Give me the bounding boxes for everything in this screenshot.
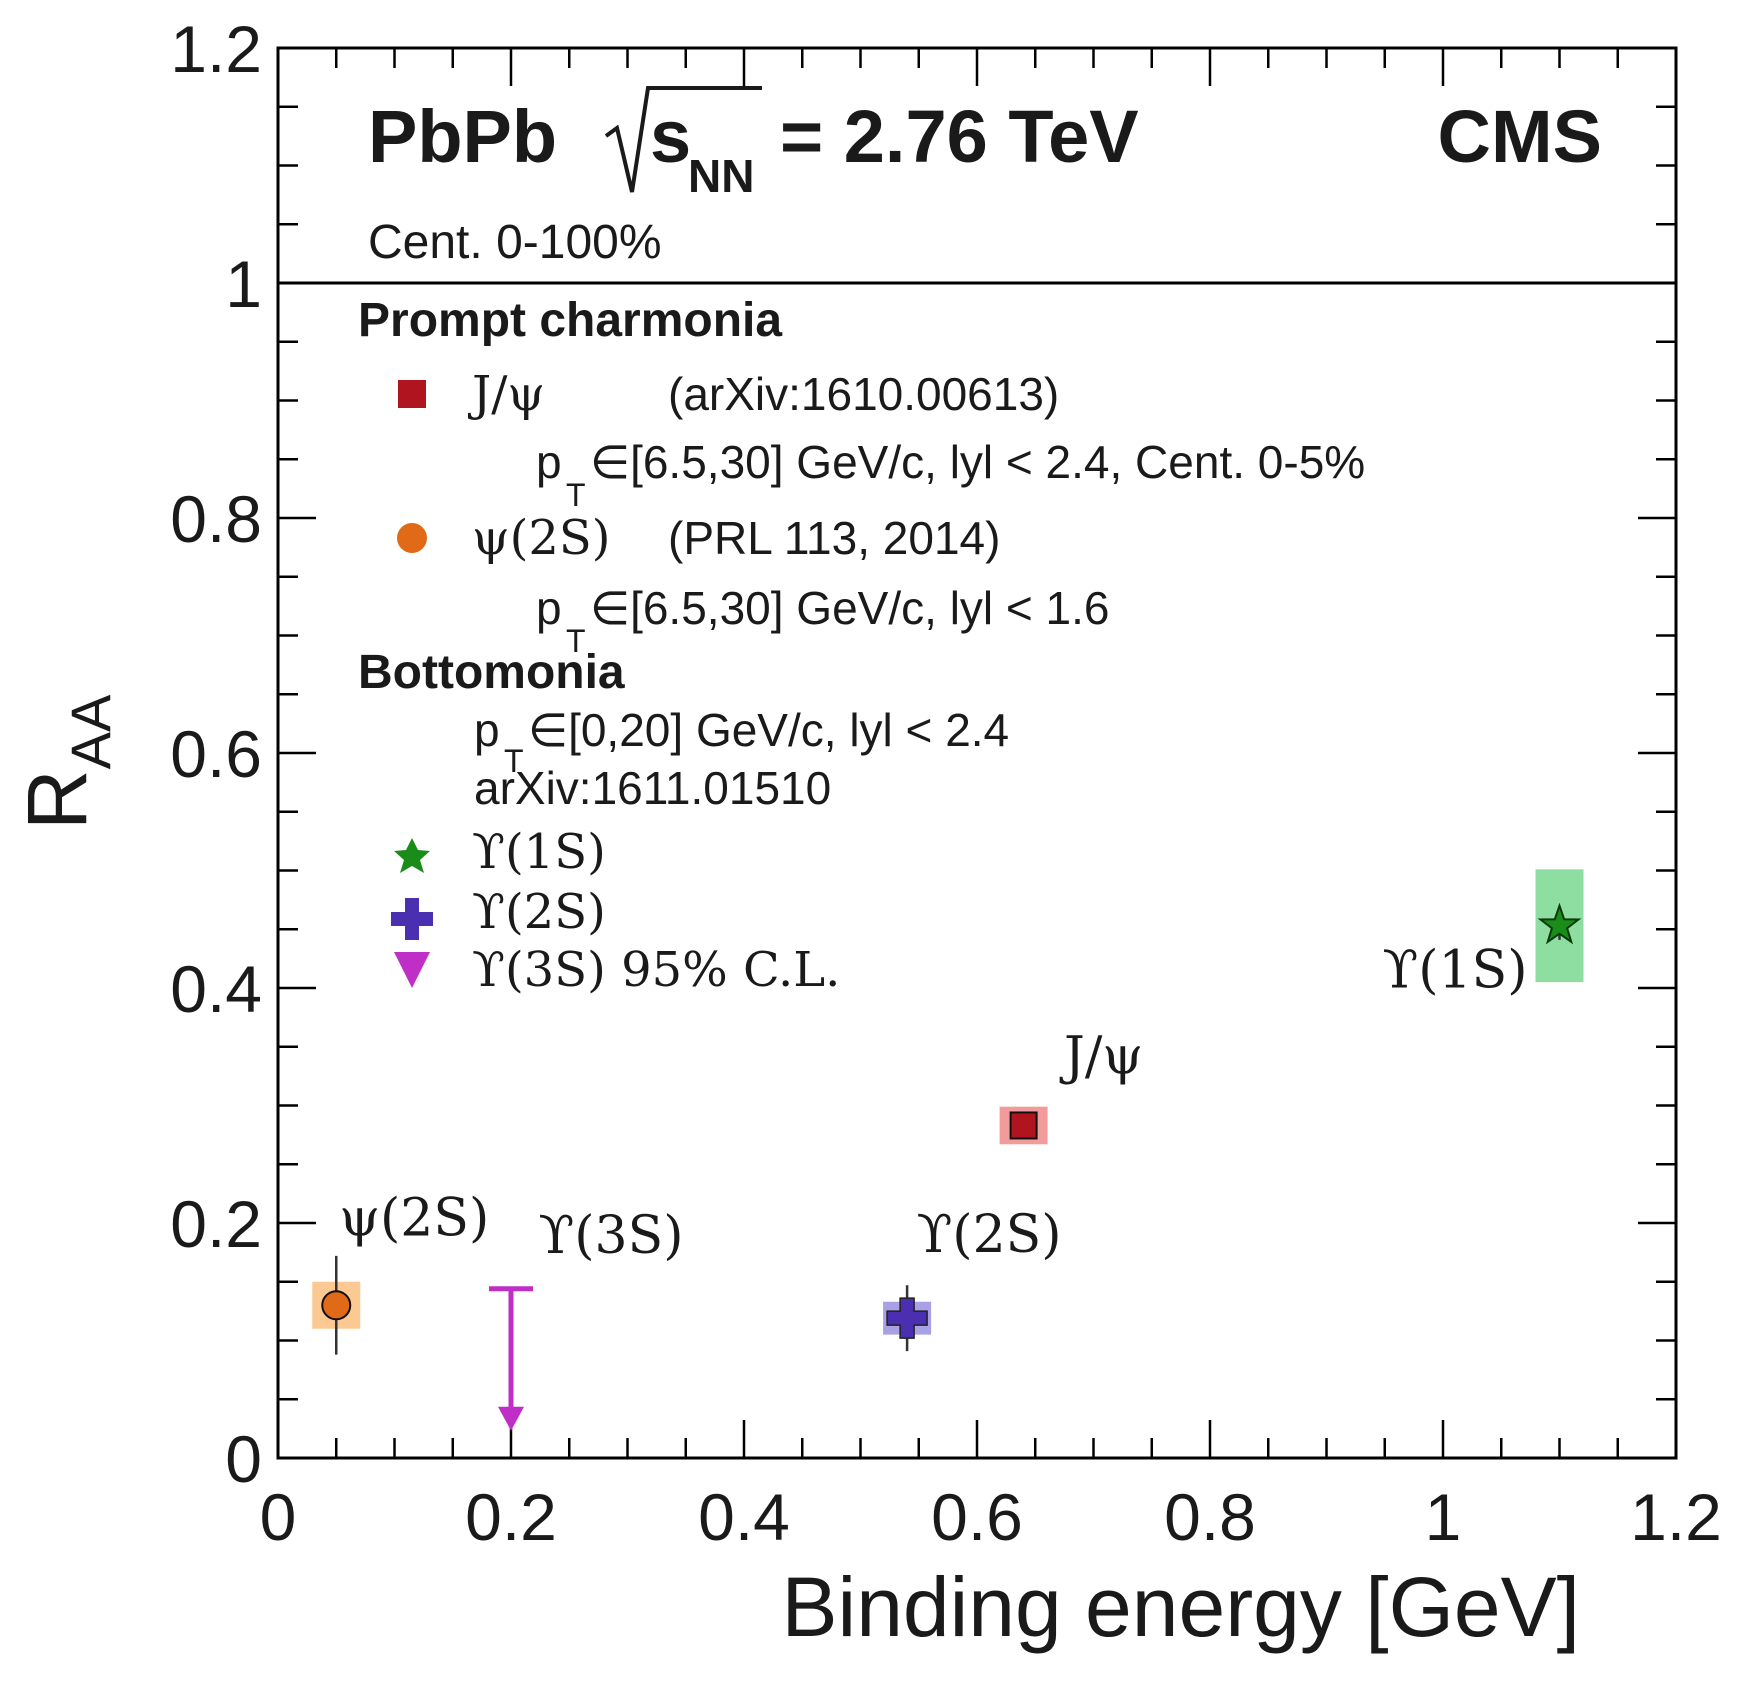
marker-square: [1009, 1111, 1038, 1140]
y-tick-label: 0: [225, 1422, 262, 1496]
x-tick-label: 0.4: [698, 1480, 790, 1554]
legend-ups3s-marker: [394, 952, 430, 988]
x-tick-labels: 0 0.2 0.4 0.6 0.8 1 1.2: [260, 1480, 1722, 1554]
point-annotation: J/ψ: [1059, 1026, 1143, 1086]
legend-bottomonia-cuts: pT∈[0,20] GeV/c, lyl < 2.4: [474, 704, 1009, 779]
y-tick-label: 1.2: [170, 12, 262, 86]
data-point-J/ψ: J/ψ: [999, 1026, 1143, 1145]
data-points: J/ψ ψ(2S) ϒ(1S) ϒ(2S) ϒ(3S): [312, 869, 1584, 1431]
y-tick-label: 0.8: [170, 482, 262, 556]
legend-psi2s-cuts: pT∈[6.5,30] GeV/c, lyl < 1.6: [536, 582, 1110, 659]
legend-jpsi-cuts: pT∈[6.5,30] GeV/c, lyl < 2.4, Cent. 0-5%: [536, 436, 1365, 513]
legend-ups1s-label: ϒ(1S): [472, 824, 606, 880]
y-axis-label: RAA: [10, 694, 122, 830]
x-tick-label: 1: [1425, 1480, 1462, 1554]
y-tick-label: 0.2: [170, 1187, 262, 1261]
x-tick-label: 0.6: [931, 1480, 1023, 1554]
legend-psi2s-label: ψ(2S): [472, 510, 611, 566]
x-tick-label: 0: [260, 1480, 297, 1554]
marker-circle: [321, 1290, 352, 1321]
x-tick-label: 1.2: [1630, 1480, 1722, 1554]
legend-psi2s-ref: (PRL 113, 2014): [668, 512, 1000, 564]
data-point-ϒ(2S): ϒ(2S): [883, 1205, 1062, 1352]
legend-ups1s-marker: [394, 838, 430, 873]
data-point-ϒ(3S): ϒ(3S): [489, 1206, 683, 1431]
marker-cross: [886, 1297, 928, 1339]
legend-jpsi-marker: [398, 380, 426, 408]
collision-label: PbPb: [368, 95, 557, 178]
point-annotation: ϒ(1S): [1383, 941, 1528, 1001]
y-tick-label: 1: [225, 247, 262, 321]
point-annotation: ψ(2S): [339, 1188, 489, 1248]
y-tick-label: 0.4: [170, 952, 262, 1026]
upper-limit-arrow: [498, 1406, 524, 1431]
experiment-label: CMS: [1438, 95, 1602, 178]
legend-section-charmonia: Prompt charmonia: [358, 294, 782, 347]
legend-jpsi-ref: (arXiv:1610.00613): [668, 368, 1059, 420]
x-axis-label: Binding energy [GeV]: [782, 1560, 1581, 1654]
point-annotation: ϒ(2S): [917, 1205, 1062, 1265]
legend-section-bottomonia: Bottomonia: [358, 646, 625, 699]
legend-ups3s-label: ϒ(3S) 95% C.L.: [472, 942, 840, 998]
legend-ups2s-marker: [391, 898, 433, 940]
marker-star: [1537, 902, 1582, 945]
legend: Prompt charmonia J/ψ (arXiv:1610.00613) …: [358, 294, 1365, 998]
data-point-ψ(2S): ψ(2S): [312, 1188, 489, 1355]
y-tick-labels: 0 0.2 0.4 0.6 0.8 1 1.2: [170, 12, 262, 1496]
sqrt-symbol: [604, 86, 762, 193]
x-tick-label: 0.8: [1164, 1480, 1256, 1554]
point-annotation: ϒ(3S): [539, 1206, 684, 1266]
plot-frame: [276, 46, 1678, 1460]
centrality-label: Cent. 0-100%: [368, 216, 662, 269]
energy-label: sNN: [650, 95, 754, 202]
legend-jpsi-label: J/ψ: [467, 366, 545, 422]
legend-psi2s-marker: [397, 523, 427, 553]
x-tick-label: 0.2: [465, 1480, 557, 1554]
y-tick-label: 0.6: [170, 717, 262, 791]
legend-bottomonia-ref: arXiv:1611.01510: [474, 762, 831, 814]
energy-value: = 2.76 TeV: [780, 95, 1139, 178]
legend-ups2s-label: ϒ(2S): [472, 884, 606, 940]
data-point-ϒ(1S): ϒ(1S): [1383, 869, 1584, 1001]
